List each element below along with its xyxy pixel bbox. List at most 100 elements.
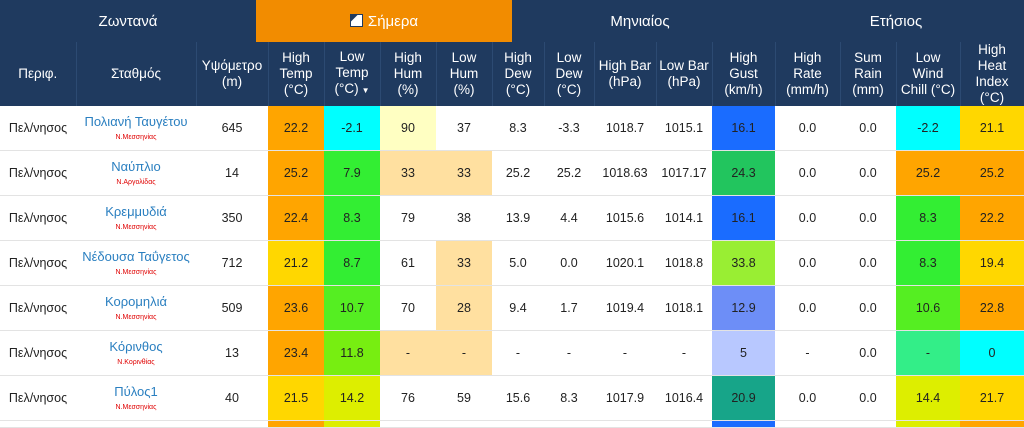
cell-station: Πύλος1 Ν.Μεσσηνίας [76, 375, 196, 421]
cell-low-hum: 38 [436, 195, 492, 241]
tab-today[interactable]: Σήμερα [256, 0, 512, 42]
cell-low-dew: 0.0 [544, 240, 594, 286]
col-header-high-bar[interactable]: High Bar (hPa) [594, 42, 657, 106]
cell-low-wind-chill: - [896, 330, 960, 376]
cell-high-hum: 76 [380, 375, 436, 421]
col-header-high-dew[interactable]: High Dew (°C) [492, 42, 545, 106]
calendar-icon [349, 13, 363, 27]
cell-region: Πελ/νησος [0, 330, 76, 376]
col-header-high-hum[interactable]: High Hum (%) [380, 42, 437, 106]
table-row: Πελ/νησος Κόρινθος Ν.Κορινθίας 13 23.4 11.8- -… [0, 330, 1024, 376]
cell-high-temp: 25.2 [268, 150, 324, 196]
cell-station: Νέδουσα Ταΰγετος Ν.Μεσσηνίας [76, 240, 196, 286]
col-header-high-gust[interactable]: High Gust (km/h) [712, 42, 776, 106]
cell-altitude: 14 [196, 150, 268, 196]
station-link[interactable]: Πύλος1 [114, 384, 158, 399]
cell-low-bar [656, 420, 712, 428]
station-prefecture: Ν.Μεσσηνίας [115, 404, 157, 411]
cell-high-hum: 33 [380, 150, 436, 196]
cell-low-hum: 33 [436, 150, 492, 196]
col-header-low-hum[interactable]: Low Hum (%) [436, 42, 493, 106]
cell-low-wind-chill: 10.6 [896, 285, 960, 331]
cell-region: Πελ/νησος [0, 106, 76, 151]
station-link[interactable]: Κόρινθος [109, 339, 163, 354]
cell-high-heat-index: 22.2 [960, 195, 1024, 241]
cell-station: Πολιανή Ταυγέτου Ν.Μεσσηνίας [76, 106, 196, 151]
cell-high-rate: 0.0 [775, 240, 840, 286]
cell-high-bar: 1018.63 [594, 150, 656, 196]
station-prefecture: Ν.Κορινθίας [117, 359, 155, 366]
cell-high-gust: 12.9 [712, 285, 775, 331]
table-row: Πελ/νησος Πολιανή Ταυγέτου Ν.Μεσσηνίας 645 2… [0, 106, 1024, 151]
cell-low-temp: -2.1 [324, 106, 380, 151]
cell-high-gust: 24.3 [712, 150, 775, 196]
cell-high-bar: - [594, 330, 656, 376]
cell-low-bar: 1018.1 [656, 285, 712, 331]
station-link[interactable]: Πολιανή Ταυγέτου [84, 114, 188, 129]
cell-high-temp: 22.4 [268, 195, 324, 241]
col-header-high-temp[interactable]: High Temp (°C) [268, 42, 325, 106]
col-header-region[interactable]: Περιφ. [0, 42, 77, 106]
col-header-high-rate[interactable]: High Rate (mm/h) [775, 42, 841, 106]
cell-high-hum: - [380, 330, 436, 376]
cell-sum-rain: 0.0 [840, 106, 896, 151]
station-link[interactable]: Νέδουσα Ταΰγετος [82, 249, 190, 264]
cell-high-gust: 33.8 [712, 240, 775, 286]
col-header-low-bar[interactable]: Low Bar (hPa) [656, 42, 713, 106]
cell-altitude [196, 420, 268, 428]
cell-low-dew: 4.4 [544, 195, 594, 241]
cell-low-hum: 33 [436, 240, 492, 286]
col-header-low-dew[interactable]: Low Dew (°C) [544, 42, 595, 106]
col-header-high-heat-index[interactable]: High Heat Index (°C) [960, 42, 1024, 106]
cell-high-dew: - [492, 330, 544, 376]
cell-low-bar: 1014.1 [656, 195, 712, 241]
cell-low-wind-chill: 25.2 [896, 150, 960, 196]
cell-low-dew [544, 420, 594, 428]
tab-monthly-label: Μηνιαίος [610, 12, 670, 30]
station-prefecture: Ν.Μεσσηνίας [115, 314, 157, 321]
cell-high-heat-index [960, 420, 1024, 428]
cell-high-hum: 90 [380, 106, 436, 151]
tab-today-label: Σήμερα [367, 12, 419, 30]
tab-yearly[interactable]: Ετήσιος [768, 0, 1024, 42]
station-link[interactable]: Ναύπλιο [111, 159, 161, 174]
col-header-station[interactable]: Σταθμός [76, 42, 197, 106]
station-link[interactable]: Κορομηλιά [105, 294, 167, 309]
cell-low-temp: 8.3 [324, 195, 380, 241]
cell-region: Πελ/νησος [0, 195, 76, 241]
cell-high-gust [712, 420, 775, 428]
cell-high-rate: 0.0 [775, 285, 840, 331]
cell-low-dew: 1.7 [544, 285, 594, 331]
cell-low-temp [324, 420, 380, 428]
cell-high-hum: 70 [380, 285, 436, 331]
stations-table: Περιφ. Σταθμός Υψόμετρο (m) High Temp (°C) … [0, 42, 1024, 428]
table-row-partial [0, 420, 1024, 428]
tab-live[interactable]: Ζωντανά [0, 0, 256, 42]
col-header-low-temp[interactable]: Low Temp (°C) ▼ [324, 42, 381, 106]
cell-high-gust: 5 [712, 330, 775, 376]
cell-region: Πελ/νησος [0, 375, 76, 421]
cell-high-hum: 79 [380, 195, 436, 241]
cell-low-temp: 11.8 [324, 330, 380, 376]
cell-region [0, 420, 76, 428]
cell-high-heat-index: 21.1 [960, 106, 1024, 151]
cell-station [76, 420, 196, 428]
table-row: Πελ/νησος Νέδουσα Ταΰγετος Ν.Μεσσηνίας 712 2… [0, 240, 1024, 286]
col-header-sum-rain[interactable]: Sum Rain (mm) [840, 42, 897, 106]
cell-low-dew: - [544, 330, 594, 376]
cell-high-dew: 5.0 [492, 240, 544, 286]
cell-low-wind-chill [896, 420, 960, 428]
station-link[interactable]: Κρεμμυδιά [105, 204, 167, 219]
cell-low-dew: -3.3 [544, 106, 594, 151]
tab-live-label: Ζωντανά [98, 12, 158, 30]
tab-monthly[interactable]: Μηνιαίος [512, 0, 768, 42]
col-header-altitude[interactable]: Υψόμετρο (m) [196, 42, 269, 106]
cell-high-rate: 0.0 [775, 150, 840, 196]
cell-high-heat-index: 19.4 [960, 240, 1024, 286]
cell-sum-rain: 0.0 [840, 195, 896, 241]
cell-high-heat-index: 25.2 [960, 150, 1024, 196]
cell-low-hum: 28 [436, 285, 492, 331]
cell-station: Κορομηλιά Ν.Μεσσηνίας [76, 285, 196, 331]
cell-high-rate: 0.0 [775, 195, 840, 241]
col-header-low-wind-chill[interactable]: Low Wind Chill (°C) [896, 42, 961, 106]
